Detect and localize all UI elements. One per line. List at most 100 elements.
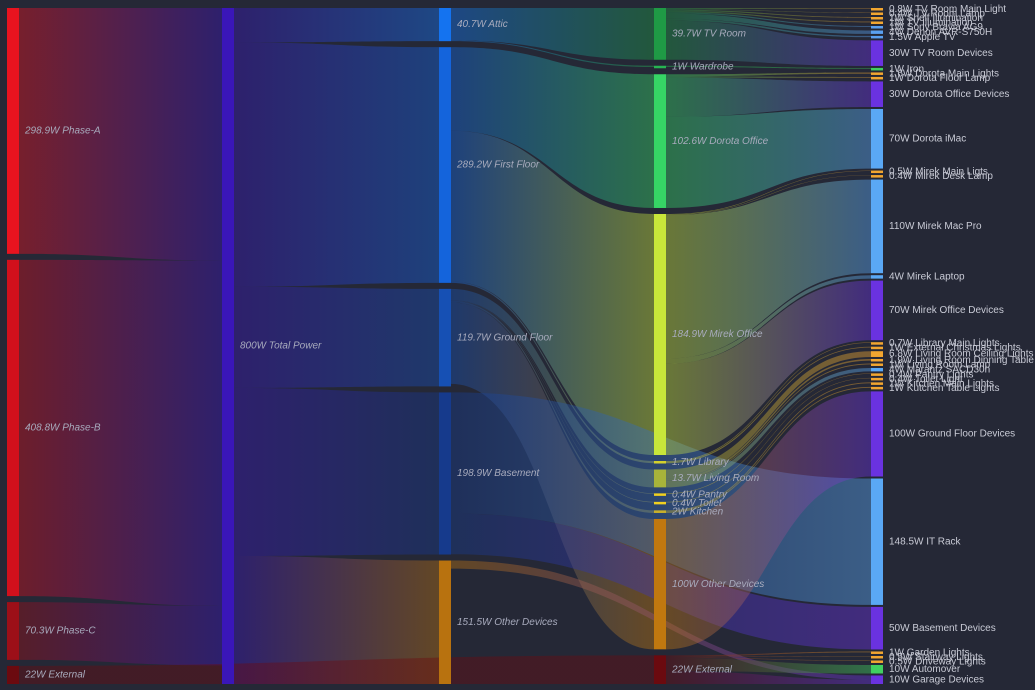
node-800w-total-power[interactable] [222,8,234,684]
node-30w-tv-room-devices[interactable] [871,40,883,66]
node-70w-mirek-office-devices[interactable] [871,280,883,341]
link-dorota-to-l_dorfloor [666,76,871,78]
link-phase_c-to-total [19,602,222,666]
node-1w-garden-lights[interactable] [871,651,883,654]
label-0-4w-toilet: 0.4W Toilet [672,498,723,509]
node-198-9w-basement[interactable] [439,392,451,555]
label-151-5w-other-devices: 151.5W Other Devices [457,617,558,628]
node-148-5w-it-rack[interactable] [871,478,883,605]
label-1-5w-apple-tv: 1.5W Apple TV [889,32,956,43]
node-184-9w-mirek-office[interactable] [654,213,666,456]
node-100w-ground-floor-devices[interactable] [871,391,883,477]
label-0-4w-mirek-desk-lamp: 0.4W Mirek Desk Lamp [889,171,993,182]
link-ext_in-to-ext3 [19,655,654,684]
label-30w-dorota-office-devices: 30W Dorota Office Devices [889,89,1009,100]
node-70-3w-phase-c[interactable] [7,602,19,660]
node-22w-external[interactable] [654,655,666,684]
link-living-to-l_livceil [666,351,871,479]
label-148-5w-it-rack: 148.5W IT Rack [889,536,962,547]
node-1-9w-living-room-dinning-table[interactable] [871,358,883,362]
label-1-6w-dorota-main-lights: 1.6W Dorota Main Lights [889,68,999,79]
node-4w-mirek-laptop[interactable] [871,275,883,279]
link-wardrobe-to-l_iron [666,65,871,69]
node-0-7w-library-main-lights[interactable] [871,342,883,345]
node-110w-mirek-mac-pro[interactable] [871,179,883,274]
label-0-7w-library-main-lights: 0.7W Library Main Lights [889,338,1000,349]
link-phase_a-to-total [19,8,222,261]
label-1w-shelf-illumination: 1W Shelf Illumination [889,13,983,24]
label-30w-tv-room-devices: 30W TV Room Devices [889,48,993,59]
node-1-6w-dorota-main-lights[interactable] [871,72,883,75]
node-1w-shelf-illumination[interactable] [871,17,883,20]
node-22w-external[interactable] [7,665,19,684]
link-tvroom-to-l_appletv [666,18,871,38]
label-110w-mirek-mac-pro: 110W Mirek Mac Pro [889,221,982,232]
label-198-9w-basement: 198.9W Basement [457,468,540,479]
link-tvroom-to-l_tvlamp [666,9,871,13]
node-40-7w-attic[interactable] [439,8,451,42]
node-2w-kitchen[interactable] [654,510,666,513]
label-0-4w-pantry-lights: 0.4W Pantry Lights [889,369,973,380]
link-tvroom-to-l_tvmain [666,8,871,10]
link-living-to-l_marantz [666,367,871,488]
node-1-5w-apple-tv[interactable] [871,35,883,39]
node-1w-tv-illumination[interactable] [871,21,883,25]
node-1w-kutchen-table-lights[interactable] [871,386,883,390]
label-1w-sony-bravia-ag9: 1W Sony Bravia AG9 [889,22,983,33]
node-50w-basement-devices[interactable] [871,606,883,650]
node-10w-garage-devices[interactable] [871,675,883,684]
link-total-to-ground [234,286,439,388]
node-10w-automover[interactable] [871,664,883,674]
link-mirek-to-l_mirmain [666,170,871,215]
node-4w-denon-avr-s750h[interactable] [871,30,883,34]
node-151-5w-other-devices[interactable] [439,560,451,684]
node-layer [7,8,883,684]
node-0-5w-mirek-main-ligts[interactable] [871,170,883,174]
label-0-8w-tv-room-main-light: 0.8W TV Room Main Light [889,4,1006,15]
node-1-7w-library[interactable] [654,461,666,464]
node-0-4w-pantry[interactable] [654,493,666,496]
label-1w-living-room-lamp: 1W Living Room Lamp [889,359,991,370]
node-6-8w-living-room-ceiling-lights[interactable] [871,351,883,357]
link-ground-to-pantry [451,300,654,494]
node-100w-other-devices[interactable] [654,518,666,650]
node-30w-dorota-office-devices[interactable] [871,81,883,107]
link-toilet-to-l_toilet [666,377,871,503]
node-70w-dorota-imac[interactable] [871,108,883,169]
node-4w-marantz-sacd30n[interactable] [871,367,883,372]
link-first-to-dorota [451,47,654,208]
node-0-4w-toilet[interactable] [654,501,666,505]
node-0-4w-mirek-desk-lamp[interactable] [871,175,883,178]
link-mirek-to-l_mirdev [666,280,871,456]
node-0-8w-tv-room-main-light[interactable] [871,8,883,11]
node-1w-living-room-lamp[interactable] [871,363,883,366]
node-0-5w-stairway-lights[interactable] [871,655,883,659]
label-289-2w-first-floor: 289.2W First Floor [456,160,540,171]
link-total-to-attic [234,8,439,43]
node-102-6w-dorota-office[interactable] [654,74,666,208]
node-0-5w-driveway-lights[interactable] [871,660,883,663]
node-1w-wardrobe[interactable] [654,65,666,69]
node-1w-iron[interactable] [871,67,883,71]
label-layer: 298.9W Phase-A 408.8W Phase-B 70.3W Phase-… [24,4,1034,685]
node-289-2w-first-floor[interactable] [439,47,451,283]
node-1w-sony-bravia-ag9[interactable] [871,26,883,29]
node-0-4w-pantry-lights[interactable] [871,373,883,376]
label-184-9w-mirek-office: 184.9W Mirek Office [672,329,763,340]
node-13-7w-living-room[interactable] [654,469,666,488]
node-0-4w-tv-room-lamp[interactable] [871,12,883,16]
node-0-4w-toilet-light[interactable] [871,377,883,381]
link-first-to-mirek [451,130,654,456]
link-library-to-l_xmas [666,346,871,464]
label-13-7w-living-room: 13.7W Living Room [672,473,759,484]
link-dorota-to-l_dordev [666,77,871,117]
node-1w-kitchen-main-lights[interactable] [871,382,883,385]
node-1w-external-christmas-lights[interactable] [871,346,883,350]
node-298-9w-phase-a[interactable] [7,8,19,254]
node-119-7w-ground-floor[interactable] [439,288,451,387]
node-408-8w-phase-b[interactable] [7,259,19,597]
node-39-7w-tv-room[interactable] [654,8,666,60]
label-100w-ground-floor-devices: 100W Ground Floor Devices [889,429,1015,440]
node-1w-dorota-floor-lamp[interactable] [871,76,883,80]
link-first-to-library [451,281,654,464]
